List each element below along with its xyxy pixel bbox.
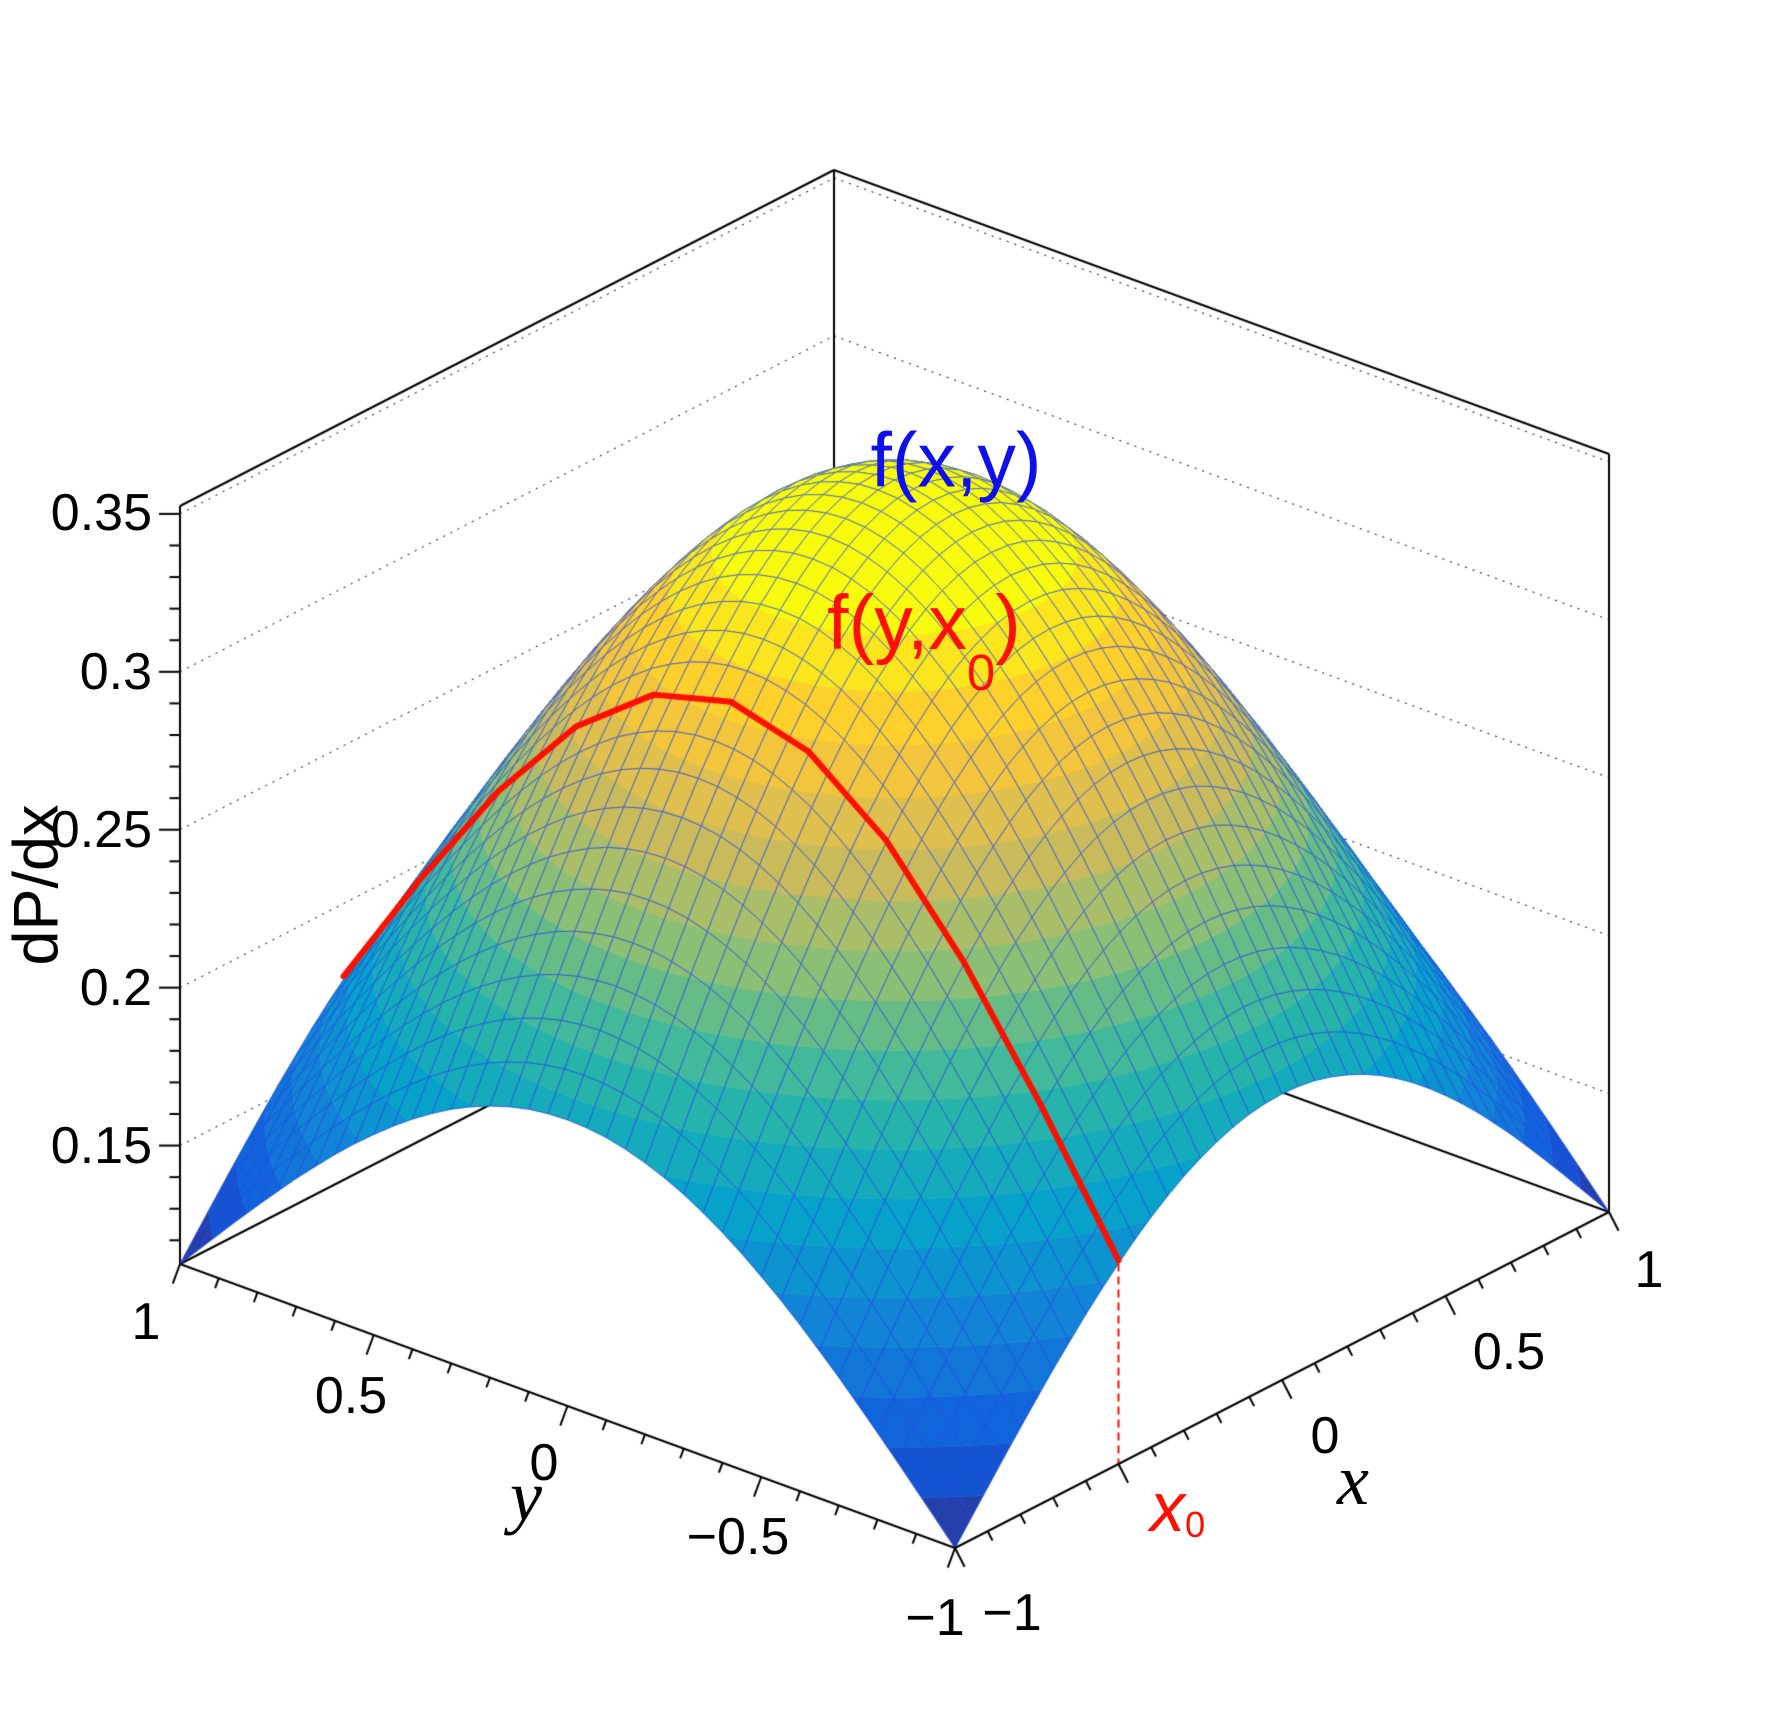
x-axis-tick-label-2: 0.5	[1472, 1323, 1546, 1381]
z-axis-tick-label-3: 0.2	[79, 959, 152, 1017]
x-axis-title: x	[1337, 1440, 1369, 1520]
slice-label-pre: f(y,x	[827, 580, 967, 667]
surface-function-label-text: f(x,y)	[870, 417, 1042, 504]
x0-label-main: x	[1150, 1468, 1185, 1546]
slice-function-label: f(y,x0)	[827, 585, 1021, 698]
y-axis-title: y	[510, 1456, 542, 1536]
z-axis-tick-label-1: 0.3	[79, 643, 152, 701]
x-axis-tick-label-3: 1	[1634, 1241, 1664, 1299]
y-axis-tick-label-2: 0	[529, 1434, 559, 1492]
x0-label-sub: 0	[1185, 1504, 1206, 1546]
surface-function-label: f(x,y)	[870, 422, 1041, 500]
y-axis-tick-label-3: −0.5	[686, 1508, 790, 1566]
y-axis-tick-label-0: 1	[131, 1293, 161, 1351]
z-axis-tick-label-2: 0.25	[50, 801, 152, 859]
slice-label-sub: 0	[966, 643, 996, 701]
y-axis-tick-label-1: 0.5	[314, 1367, 388, 1425]
x-axis-tick-label-0: −1	[982, 1584, 1042, 1642]
z-axis-tick-label-4: 0.15	[50, 1117, 152, 1175]
z-axis-tick-label-0: 0.35	[50, 484, 152, 542]
x0-marker-label: x0	[1150, 1472, 1206, 1546]
x-axis-tick-label-1: 0	[1310, 1407, 1340, 1465]
y-axis-tick-label-4: −1	[905, 1589, 965, 1647]
slice-label-post: )	[995, 580, 1021, 667]
